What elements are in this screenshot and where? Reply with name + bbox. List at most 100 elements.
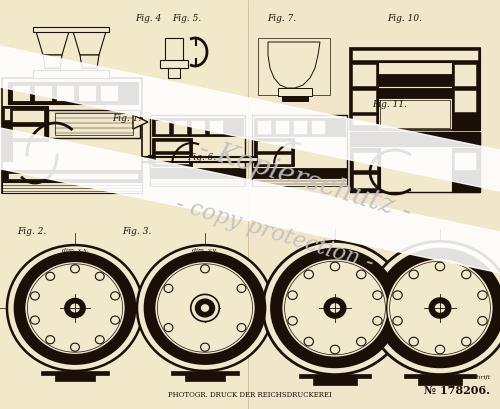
Ellipse shape [200, 303, 210, 313]
Text: Fig. 6.: Fig. 6. [188, 153, 217, 162]
Ellipse shape [376, 249, 500, 367]
Text: - Kopierschutz -: - Kopierschutz - [196, 135, 414, 225]
Bar [352, 115, 376, 125]
Ellipse shape [330, 262, 340, 271]
Bar [352, 64, 376, 86]
Bar [252, 115, 347, 185]
Ellipse shape [195, 299, 215, 317]
Bar [209, 120, 223, 134]
Ellipse shape [237, 324, 246, 332]
Ellipse shape [288, 291, 297, 299]
Bar [353, 152, 377, 170]
Bar [56, 85, 74, 101]
Ellipse shape [110, 292, 120, 300]
Bar [454, 64, 476, 86]
Text: Fig. 10.: Fig. 10. [388, 14, 422, 23]
Ellipse shape [393, 291, 402, 299]
Bar [252, 168, 347, 178]
Bar [48, 110, 140, 138]
Polygon shape [35, 28, 70, 55]
Bar [8, 106, 48, 141]
Ellipse shape [329, 303, 341, 313]
Ellipse shape [70, 303, 80, 313]
Bar [350, 48, 480, 130]
Bar [150, 178, 245, 186]
Bar [34, 85, 52, 101]
Polygon shape [0, 123, 500, 278]
Bar [160, 60, 188, 68]
Ellipse shape [368, 241, 500, 375]
Bar [353, 174, 377, 188]
Ellipse shape [409, 270, 418, 279]
Ellipse shape [70, 343, 80, 351]
Ellipse shape [30, 316, 40, 324]
Polygon shape [72, 28, 107, 55]
Ellipse shape [237, 284, 246, 292]
Bar [165, 38, 183, 66]
Ellipse shape [30, 292, 40, 300]
Ellipse shape [324, 298, 346, 318]
Ellipse shape [304, 337, 314, 346]
Bar [257, 154, 291, 164]
Text: Fig. 7.: Fig. 7. [268, 14, 297, 23]
Text: Fig. 4: Fig. 4 [135, 14, 162, 23]
Bar [4, 108, 10, 120]
Bar [352, 50, 478, 60]
Bar [55, 113, 133, 135]
Bar [155, 120, 169, 134]
Bar [2, 182, 142, 193]
Ellipse shape [330, 345, 340, 354]
Ellipse shape [164, 284, 173, 292]
Bar [148, 155, 170, 163]
Bar [12, 126, 44, 138]
Ellipse shape [7, 245, 143, 371]
Text: dim. x.x.: dim. x.x. [322, 248, 348, 253]
Text: PHOTOGR. DRUCK DER REICHSDRUCKEREI: PHOTOGR. DRUCK DER REICHSDRUCKEREI [168, 391, 332, 399]
Bar [248, 0, 500, 409]
Polygon shape [258, 38, 330, 95]
Ellipse shape [137, 245, 273, 371]
Ellipse shape [164, 324, 173, 332]
Ellipse shape [144, 252, 266, 364]
Bar [275, 120, 289, 134]
Ellipse shape [96, 272, 104, 280]
Bar [378, 74, 452, 86]
Bar [100, 85, 118, 101]
Ellipse shape [478, 291, 487, 299]
Bar [2, 106, 12, 161]
Ellipse shape [46, 272, 54, 280]
Text: dim. y.y.: dim. y.y. [192, 248, 218, 253]
Bar [254, 118, 345, 136]
Ellipse shape [196, 299, 214, 317]
Bar [78, 85, 96, 101]
Bar [314, 377, 356, 385]
Ellipse shape [356, 337, 366, 346]
Text: № 178206.: № 178206. [424, 384, 490, 396]
Bar [33, 70, 109, 78]
Bar [12, 110, 44, 122]
Polygon shape [133, 115, 148, 129]
Text: dim. y.y.: dim. y.y. [428, 248, 452, 253]
Bar [173, 120, 187, 134]
Bar [254, 138, 294, 166]
Bar [350, 132, 480, 146]
Bar [152, 118, 243, 136]
Ellipse shape [393, 317, 402, 325]
Bar [350, 132, 480, 192]
Bar [152, 138, 192, 166]
Ellipse shape [436, 345, 444, 354]
Ellipse shape [154, 261, 256, 355]
Ellipse shape [271, 249, 399, 367]
Ellipse shape [462, 337, 471, 346]
Bar [54, 373, 96, 381]
Bar [2, 170, 142, 182]
Bar [350, 148, 380, 192]
Bar [404, 374, 476, 378]
Bar [257, 120, 271, 134]
Bar [33, 27, 109, 32]
Text: Fig. 2.: Fig. 2. [18, 227, 47, 236]
Text: - copy protection -: - copy protection - [174, 193, 376, 274]
Bar [380, 100, 450, 128]
Bar [282, 96, 308, 101]
Bar [148, 158, 170, 160]
